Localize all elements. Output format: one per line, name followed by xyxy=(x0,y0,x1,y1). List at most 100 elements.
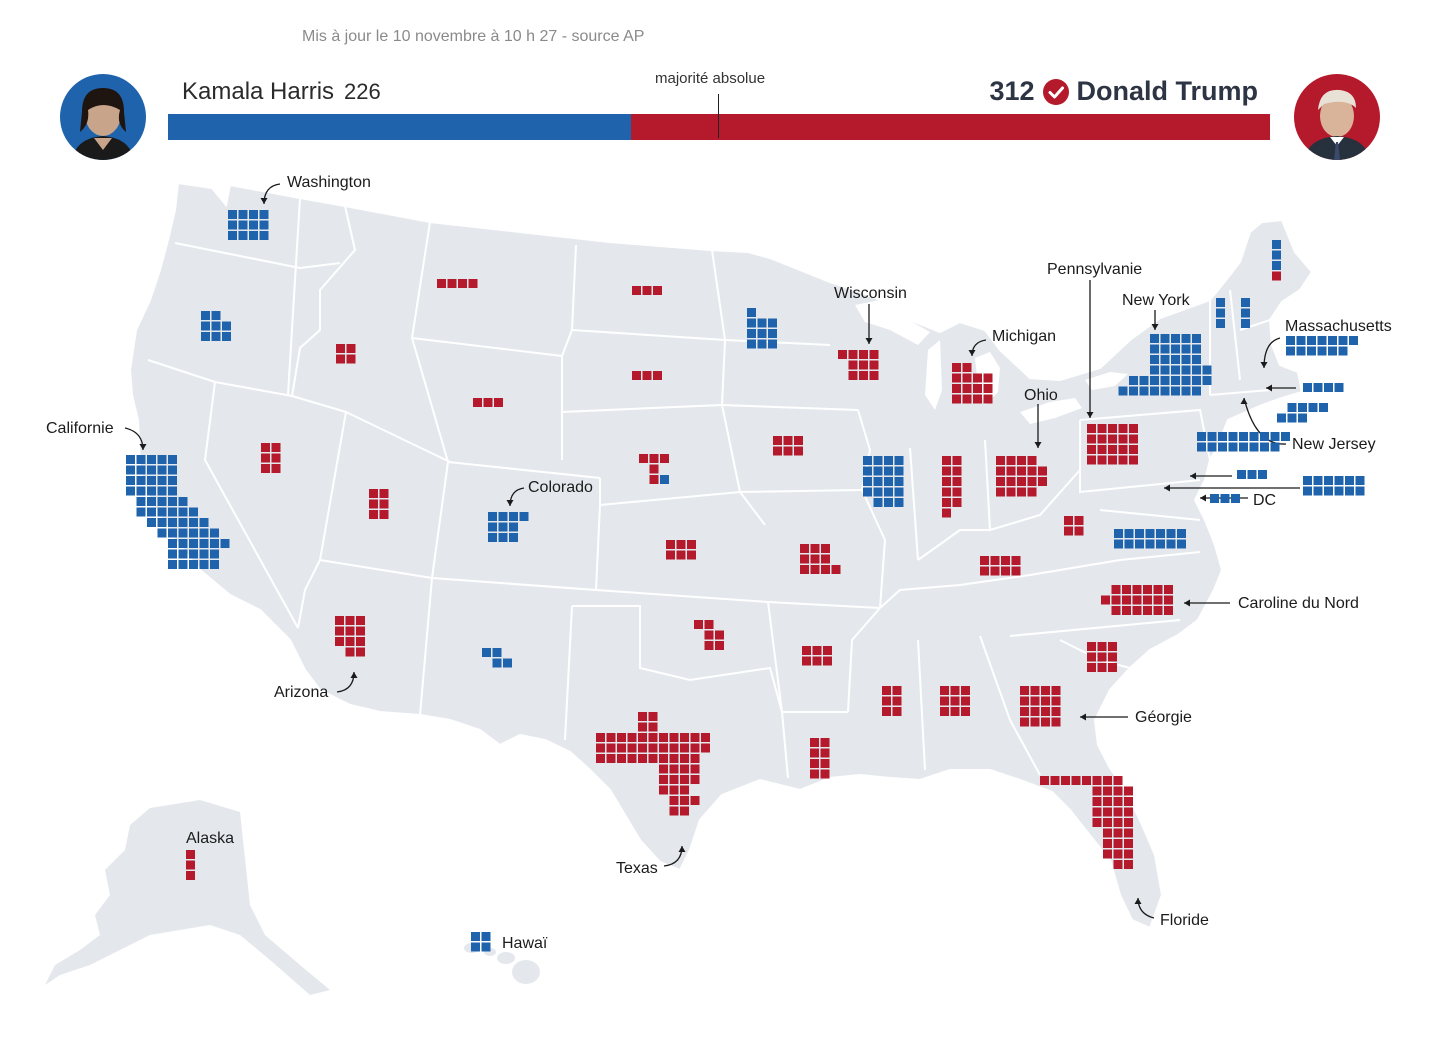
trump-name: 312 Donald Trump xyxy=(989,76,1258,107)
ev-squares-mt xyxy=(437,279,478,288)
arrowhead-icon xyxy=(1134,898,1142,904)
ev-squares-ky xyxy=(1064,516,1084,536)
label-texas: Texas xyxy=(616,860,658,877)
ev-squares-ms xyxy=(882,686,902,716)
arrowhead-icon xyxy=(1086,412,1094,418)
state-borders xyxy=(147,197,1271,779)
label-michigan: Michigan xyxy=(992,328,1056,345)
alaska-landmass xyxy=(45,800,330,995)
electoral-squares xyxy=(126,210,1365,952)
arrowhead-icon xyxy=(1266,384,1272,392)
ev-squares-ga xyxy=(1020,686,1061,727)
label-arizona: Arizona xyxy=(274,684,328,701)
ev-squares-il xyxy=(863,456,904,507)
ev-squares-wi xyxy=(838,350,879,380)
electoral-bar xyxy=(168,114,1270,140)
label-colorado: Colorado xyxy=(528,479,593,496)
arrowhead-icon xyxy=(350,672,358,678)
ev-squares-md xyxy=(1303,476,1365,496)
arrowhead-icon xyxy=(1184,599,1190,607)
ev-squares-ne xyxy=(639,454,669,484)
majority-label: majorité absolue xyxy=(655,70,766,87)
label-ohio: Ohio xyxy=(1024,387,1058,404)
ev-squares-dc xyxy=(1210,494,1240,503)
ev-squares-or xyxy=(201,311,231,341)
ev-squares-tx xyxy=(596,712,710,816)
ev-squares-ny xyxy=(1118,334,1212,396)
harris-votes: 226 xyxy=(344,79,381,104)
ev-squares-mo xyxy=(800,544,841,574)
ev-squares-wy xyxy=(473,398,503,407)
arrowhead-icon xyxy=(1260,362,1268,368)
ev-squares-al xyxy=(940,686,970,716)
ev-squares-nj xyxy=(1197,432,1290,452)
ev-squares-mn xyxy=(747,308,777,349)
ev-squares-la xyxy=(810,738,830,779)
ev-squares-id xyxy=(336,344,356,364)
ev-squares-oh xyxy=(996,456,1047,497)
arrowhead-icon xyxy=(1151,324,1159,330)
label-massachusetts: Massachusetts xyxy=(1285,318,1392,335)
ev-squares-in xyxy=(942,456,962,518)
harris-name: Kamala Harris 226 xyxy=(182,78,381,106)
ev-squares-me xyxy=(1272,240,1281,281)
majority-line xyxy=(718,94,719,138)
ev-squares-nd xyxy=(632,286,662,295)
arrowhead-icon xyxy=(1164,484,1170,492)
harris-portrait-icon xyxy=(72,88,134,160)
ev-squares-sc xyxy=(1087,642,1117,672)
arrowhead-icon xyxy=(260,198,268,204)
ev-squares-ca xyxy=(126,455,230,569)
label-alaska: Alaska xyxy=(186,830,234,847)
ev-squares-ri xyxy=(1303,383,1344,392)
arrowhead-icon xyxy=(1034,442,1042,448)
ev-squares-de xyxy=(1237,470,1267,479)
label-californie: Californie xyxy=(46,420,114,437)
ev-squares-ar xyxy=(802,646,832,666)
ev-squares-ut xyxy=(369,489,389,519)
arrowhead-icon xyxy=(1080,713,1086,721)
arrowhead-icon xyxy=(865,338,873,344)
trump-name-text: Donald Trump xyxy=(1076,76,1259,106)
arrowhead-icon xyxy=(1200,494,1206,502)
ev-squares-sd xyxy=(632,371,662,380)
contiguous-us-landmass xyxy=(128,181,1314,930)
ev-squares-pa xyxy=(1087,424,1138,465)
ev-squares-mi xyxy=(952,363,993,404)
ev-squares-hi xyxy=(471,932,491,952)
arrowhead-icon xyxy=(139,444,147,450)
label-new-jersey: New Jersey xyxy=(1292,436,1376,453)
trump-bar-segment xyxy=(630,114,1270,140)
trump-votes: 312 xyxy=(989,76,1035,106)
ev-squares-fl xyxy=(1040,776,1133,869)
arrowhead-icon xyxy=(1240,398,1248,404)
ev-squares-va xyxy=(1114,529,1186,549)
ev-squares-vt xyxy=(1216,298,1225,328)
arrowhead-icon xyxy=(1190,472,1196,480)
label-caroline-du-nord: Caroline du Nord xyxy=(1238,595,1359,612)
ev-squares-tn xyxy=(980,556,1021,576)
label-wisconsin: Wisconsin xyxy=(834,285,907,302)
ev-squares-az xyxy=(335,616,365,657)
ev-squares-co xyxy=(488,512,529,542)
winner-check-icon xyxy=(1042,78,1069,105)
arrowhead-icon xyxy=(678,846,686,852)
harris-bar-segment xyxy=(168,114,631,140)
harris-name-text: Kamala Harris xyxy=(182,78,335,105)
state-labels: Washington Wisconsin Pennsylvanie Michig… xyxy=(46,174,1392,952)
arrowhead-icon xyxy=(968,350,976,356)
ev-squares-ok xyxy=(694,620,724,650)
ev-squares-ia xyxy=(773,436,803,456)
arrowhead-icon xyxy=(506,500,514,506)
ev-squares-wa xyxy=(228,210,269,240)
ev-squares-nm xyxy=(482,648,512,668)
label-pennsylvanie: Pennsylvanie xyxy=(1047,261,1142,278)
ev-squares-ct xyxy=(1277,403,1328,423)
ev-squares-nc xyxy=(1101,585,1173,615)
update-notice: Mis à jour le 10 novembre à 10 h 27 - so… xyxy=(302,28,645,45)
ev-squares-ma xyxy=(1286,336,1358,356)
label-dc: DC xyxy=(1253,492,1276,509)
ev-squares-ks xyxy=(666,540,696,560)
label-floride: Floride xyxy=(1160,912,1209,929)
ev-squares-nv xyxy=(261,443,281,473)
